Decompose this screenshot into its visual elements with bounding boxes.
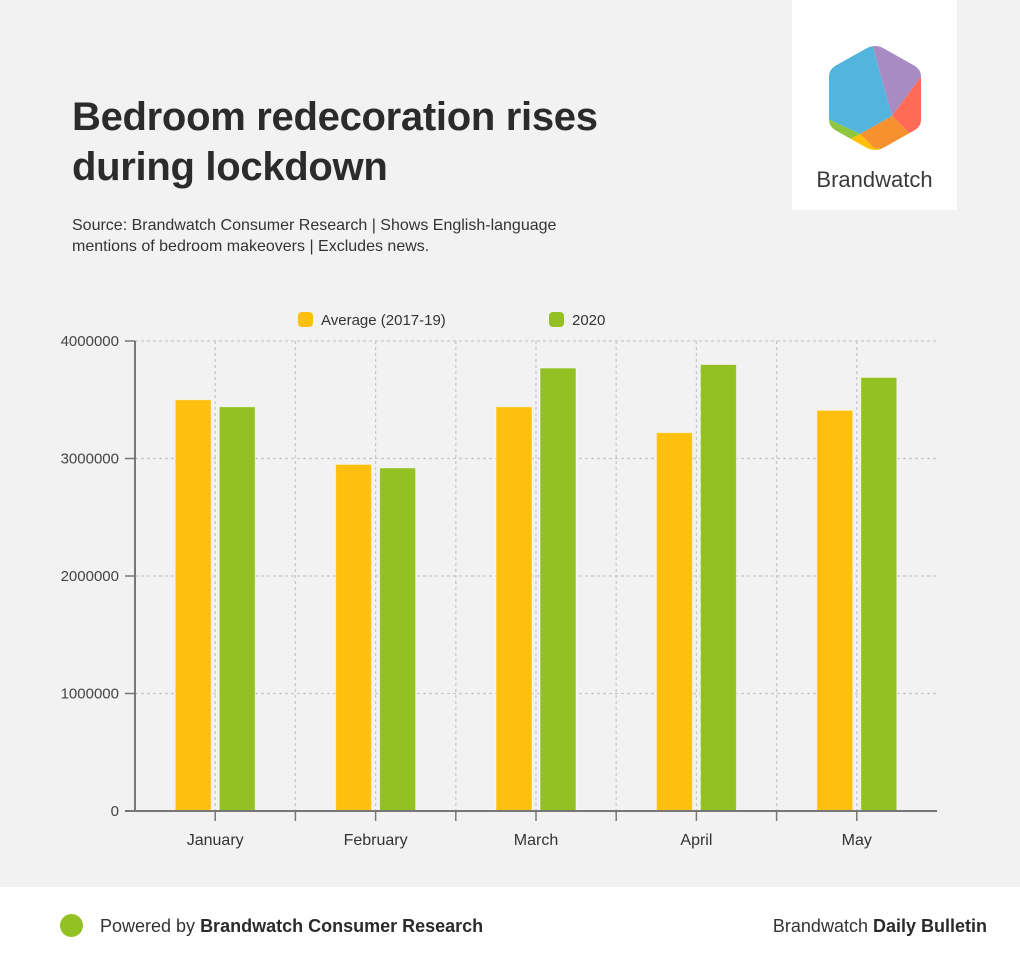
footer-right-brand: Daily Bulletin [872,916,987,936]
y-tick-label: 2000000 [61,568,119,585]
bar-2020-february [379,467,417,812]
bar-average-january [174,399,212,812]
footer-dot-icon [60,914,83,937]
chart-title: Bedroom redecoration rises during lockdo… [72,95,598,189]
footer-right-prefix: Brandwatch [772,916,873,936]
legend-label-average: Average (2017-19) [321,312,446,329]
chart-subtitle: Source: Brandwatch Consumer Research | S… [72,217,557,255]
legend-swatch-average [298,312,313,327]
brandwatch-hexagon-icon [829,46,921,150]
footer-powered-by: Powered by Brandwatch Consumer Research [100,916,483,937]
brand-logo-text: Brandwatch [816,167,933,192]
bar-average-may [816,409,854,812]
logo-segment-blue [829,46,892,134]
bar-2020-april [699,364,737,812]
legend-swatch-2020 [549,312,564,327]
legend-label-2020: 2020 [572,312,605,329]
bar-2020-march [539,367,577,812]
bar-2020-january [218,406,256,812]
bar-average-march [495,406,533,812]
footer-powered-brand: Brandwatch Consumer Research [200,916,484,936]
bar-average-april [655,432,693,812]
x-tick-label: May [842,832,872,849]
x-tick-label: April [680,832,712,849]
bar-average-february [335,463,373,812]
footer-powered-prefix: Powered by [100,916,201,936]
brand-logo-card: Brandwatch [792,0,957,210]
y-tick-label: 0 [111,803,119,820]
y-tick-label: 3000000 [61,451,119,468]
bar-2020-may [860,376,898,812]
x-tick-label: March [514,832,558,849]
y-tick-label: 4000000 [61,333,119,350]
footer: Powered by Brandwatch Consumer Research … [0,887,1020,963]
bar-chart: 0 1000000 2000000 3000000 4000000 January Febr… [61,312,937,849]
footer-bulletin: Brandwatch Daily Bulletin [773,916,987,937]
x-tick-label: February [344,832,408,849]
y-tick-label: 1000000 [61,686,119,703]
x-tick-label: January [187,832,244,849]
